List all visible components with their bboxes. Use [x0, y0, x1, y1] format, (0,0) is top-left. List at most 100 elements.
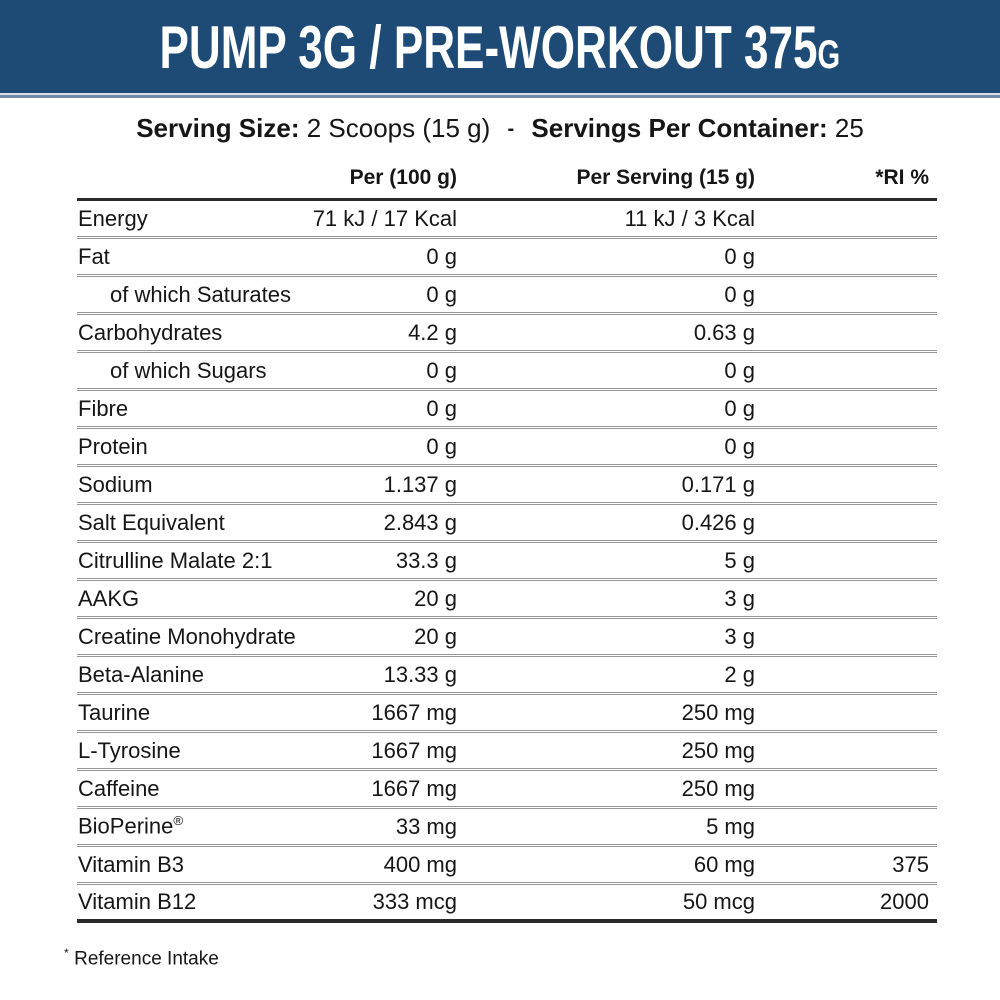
product-title-main: PUMP 3G / PRE-WORKOUT 375: [159, 13, 818, 81]
per-serving-value: 3 g: [724, 623, 755, 649]
header-per-serving: Per Serving (15 g): [576, 166, 755, 189]
table-row: BioPerine® 33 mg 5 mg: [77, 809, 937, 847]
header-ri-percent: *RI %: [875, 166, 929, 189]
registered-trademark-icon: ®: [173, 813, 184, 829]
footnote-marker: *: [64, 946, 69, 960]
serving-size-label: Serving Size:: [136, 113, 300, 143]
nutrient-name: Carbohydrates: [78, 319, 223, 345]
per-100g-value: 13.33 g: [383, 661, 457, 687]
per-serving-value: 0 g: [724, 357, 755, 383]
per-100g-value: 33 mg: [395, 813, 457, 839]
ri-percent-value: 2000: [880, 889, 929, 914]
table-row: L-Tyrosine 1667 mg 250 mg: [77, 733, 937, 771]
per-100g-value: 20 g: [414, 585, 457, 611]
per-100g-value: 1667 mg: [371, 699, 457, 725]
nutrient-name: of which Sugars: [110, 357, 267, 383]
per-serving-value: 250 mg: [681, 737, 755, 763]
product-banner: PUMP 3G / PRE-WORKOUT 375G: [0, 0, 1000, 95]
per-serving-value: 0.63 g: [693, 319, 755, 345]
per-serving-value: 3 g: [724, 585, 755, 611]
serving-separator: -: [507, 118, 515, 140]
table-body: Energy 71 kJ / 17 Kcal 11 kJ / 3 Kcal Fa…: [77, 201, 937, 923]
nutrient-name: Citrulline Malate 2:1: [78, 547, 273, 573]
per-100g-value: 0 g: [426, 281, 457, 307]
per-100g-value: 4.2 g: [408, 319, 457, 345]
ri-percent-value: 375: [892, 851, 929, 877]
per-serving-value: 0.426 g: [681, 509, 755, 535]
servings-per-container-value: 25: [834, 113, 864, 143]
per-100g-value: 0 g: [426, 433, 457, 459]
nutrient-name: BioPerine®: [78, 813, 184, 839]
reference-intake-footnote: * Reference Intake: [64, 946, 1000, 970]
nutrient-name: Vitamin B12: [78, 889, 197, 914]
table-row: Beta-Alanine 13.33 g 2 g: [77, 657, 937, 695]
per-serving-value: 0 g: [724, 395, 755, 421]
nutrient-name: Fat: [78, 243, 110, 269]
product-title-size-unit: G: [817, 31, 841, 77]
nutrient-name: Creatine Monohydrate: [78, 623, 296, 649]
per-serving-value: 50 mcg: [682, 889, 755, 914]
table-row: Fibre 0 g 0 g: [77, 391, 937, 429]
servings-per-container-label: Servings Per Container:: [531, 113, 828, 143]
per-100g-value: 0 g: [426, 243, 457, 269]
table-row: Energy 71 kJ / 17 Kcal 11 kJ / 3 Kcal: [77, 201, 937, 239]
table-row: Fat 0 g 0 g: [77, 239, 937, 277]
table-row: of which Sugars 0 g 0 g: [77, 353, 937, 391]
per-100g-value: 1.137 g: [383, 471, 457, 497]
nutrient-name: L-Tyrosine: [78, 737, 181, 763]
per-serving-value: 250 mg: [681, 775, 755, 801]
table-row: AAKG 20 g 3 g: [77, 581, 937, 619]
table-row: Citrulline Malate 2:1 33.3 g 5 g: [77, 543, 937, 581]
nutrition-table: Per (100 g) Per Serving (15 g) *RI % Ene…: [77, 158, 937, 923]
per-100g-value: 1667 mg: [371, 737, 457, 763]
table-row: of which Saturates 0 g 0 g: [77, 277, 937, 315]
footnote-text: Reference Intake: [74, 948, 219, 970]
nutrient-name: Fibre: [78, 395, 129, 421]
table-row: Creatine Monohydrate 20 g 3 g: [77, 619, 937, 657]
per-serving-value: 0 g: [724, 433, 755, 459]
table-row: Carbohydrates 4.2 g 0.63 g: [77, 315, 937, 353]
nutrient-name: AAKG: [78, 585, 140, 611]
nutrient-name: of which Saturates: [110, 281, 291, 307]
table-row: Taurine 1667 mg 250 mg: [77, 695, 937, 733]
per-serving-value: 60 mg: [693, 851, 755, 877]
nutrient-name: Caffeine: [78, 775, 160, 801]
serving-size-value: 2 Scoops (15 g): [306, 113, 491, 143]
table-row: Protein 0 g 0 g: [77, 429, 937, 467]
per-serving-value: 250 mg: [681, 699, 755, 725]
per-100g-value: 20 g: [414, 623, 457, 649]
per-100g-value: 33.3 g: [395, 547, 457, 573]
per-100g-value: 0 g: [426, 357, 457, 383]
per-100g-value: 71 kJ / 17 Kcal: [312, 205, 457, 231]
nutrient-name: Beta-Alanine: [78, 661, 204, 687]
per-100g-value: 2.843 g: [383, 509, 457, 535]
table-row: Caffeine 1667 mg 250 mg: [77, 771, 937, 809]
table-row: Vitamin B12 333 mcg 50 mcg 2000: [77, 885, 937, 923]
per-serving-value: 11 kJ / 3 Kcal: [624, 205, 755, 231]
per-100g-value: 1667 mg: [371, 775, 457, 801]
per-serving-value: 2 g: [724, 661, 755, 687]
per-serving-value: 0 g: [724, 243, 755, 269]
serving-info: Serving Size: 2 Scoops (15 g) - Servings…: [0, 113, 1000, 144]
nutrient-name: Taurine: [78, 699, 151, 725]
per-serving-value: 0 g: [724, 281, 755, 307]
per-100g-value: 400 mg: [383, 851, 457, 877]
table-row: Vitamin B3 400 mg 60 mg 375: [77, 847, 937, 885]
banner-accent-line: [0, 95, 1000, 98]
nutrient-name: Vitamin B3: [78, 851, 184, 877]
per-serving-value: 5 mg: [706, 813, 755, 839]
nutrient-name: Salt Equivalent: [78, 509, 225, 535]
table-header-row: Per (100 g) Per Serving (15 g) *RI %: [77, 158, 937, 201]
per-100g-value: 333 mcg: [372, 889, 457, 914]
per-serving-value: 5 g: [724, 547, 755, 573]
nutrient-name: Sodium: [78, 471, 153, 497]
per-100g-value: 0 g: [426, 395, 457, 421]
header-nutrient-column: [77, 190, 299, 198]
nutrient-name: Energy: [78, 205, 148, 231]
per-serving-value: 0.171 g: [681, 471, 755, 497]
header-per-100g: Per (100 g): [349, 166, 457, 189]
nutrient-name: Protein: [78, 433, 148, 459]
product-title: PUMP 3G / PRE-WORKOUT 375G: [160, 15, 841, 77]
table-row: Sodium 1.137 g 0.171 g: [77, 467, 937, 505]
